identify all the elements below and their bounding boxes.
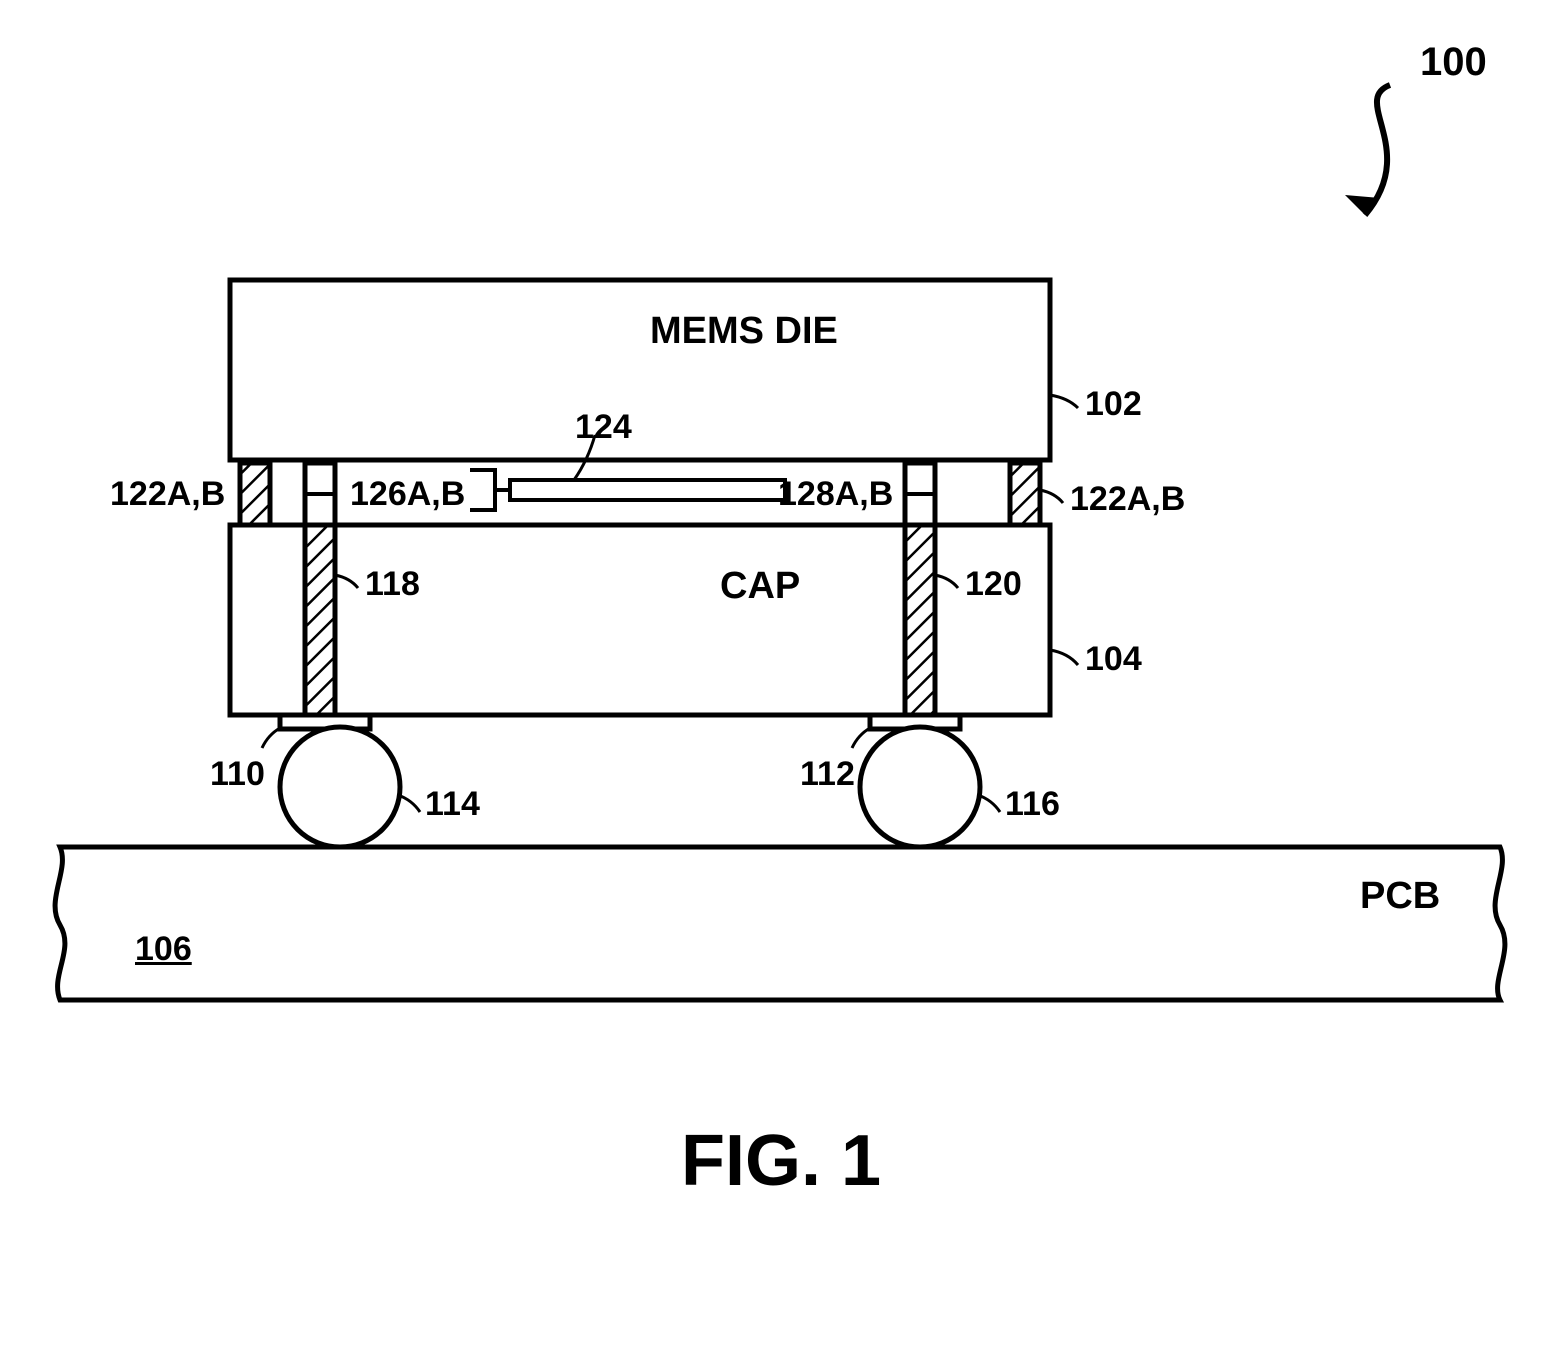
label-100: 100 bbox=[1420, 40, 1487, 85]
leader-114 bbox=[398, 795, 420, 812]
label-pcb: PCB bbox=[1360, 875, 1440, 918]
label-114: 114 bbox=[425, 785, 480, 824]
label-112: 112 bbox=[800, 755, 855, 794]
seal-122-left bbox=[240, 463, 270, 525]
label-cap: CAP bbox=[720, 565, 800, 608]
leader-112 bbox=[852, 728, 870, 748]
label-126ab: 126A,B bbox=[350, 475, 465, 514]
label-120: 120 bbox=[965, 565, 1022, 604]
leader-104 bbox=[1050, 650, 1078, 665]
label-124: 124 bbox=[575, 408, 632, 447]
pcb-shape bbox=[55, 847, 1505, 1000]
label-122ab-left: 122A,B bbox=[110, 475, 225, 514]
label-104: 104 bbox=[1085, 640, 1142, 679]
label-122ab-right: 122A,B bbox=[1070, 480, 1185, 519]
leader-100-arrow bbox=[1365, 85, 1390, 215]
leader-122-right bbox=[1040, 490, 1063, 503]
label-102: 102 bbox=[1085, 385, 1142, 424]
leader-102 bbox=[1050, 395, 1078, 408]
figure-caption: FIG. 1 bbox=[0, 1120, 1562, 1202]
figure-canvas: MEMS DIE CAP PCB 106 100 102 104 110 112… bbox=[0, 0, 1562, 1362]
label-106: 106 bbox=[135, 930, 192, 969]
leader-116 bbox=[978, 795, 1000, 812]
via-118 bbox=[305, 525, 335, 715]
sensor-124 bbox=[470, 470, 785, 510]
label-116: 116 bbox=[1005, 785, 1060, 824]
ball-114 bbox=[280, 727, 400, 847]
mems-die-rect bbox=[230, 280, 1050, 460]
ball-116 bbox=[860, 727, 980, 847]
leader-110 bbox=[262, 728, 280, 748]
label-118: 118 bbox=[365, 565, 420, 604]
label-mems-die: MEMS DIE bbox=[650, 310, 838, 353]
seal-122-right bbox=[1010, 463, 1040, 525]
label-110: 110 bbox=[210, 755, 265, 794]
via-120 bbox=[905, 525, 935, 715]
label-128ab: 128A,B bbox=[778, 475, 893, 514]
